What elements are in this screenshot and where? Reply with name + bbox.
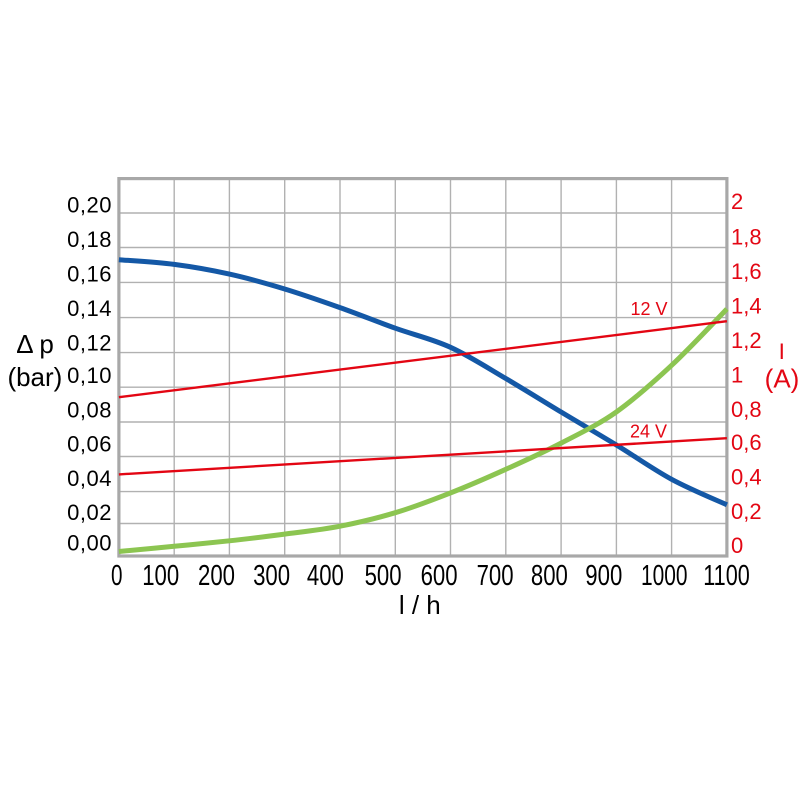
svg-text:0,16: 0,16 [67,262,112,287]
svg-text:1: 1 [731,362,743,387]
svg-text:0,04: 0,04 [67,466,112,491]
svg-text:0: 0 [111,560,123,592]
svg-text:0,12: 0,12 [67,331,112,356]
svg-text:Δ p: Δ p [16,329,54,359]
svg-text:900: 900 [585,560,622,592]
svg-text:0,02: 0,02 [67,500,112,525]
svg-text:0,18: 0,18 [67,227,112,252]
svg-text:800: 800 [531,560,568,592]
svg-text:0,8: 0,8 [731,397,762,422]
svg-text:1,4: 1,4 [731,293,762,318]
svg-text:0,20: 0,20 [67,193,112,218]
svg-text:500: 500 [365,560,402,592]
svg-text:2: 2 [731,189,743,214]
svg-text:(A): (A) [765,363,800,393]
svg-text:0,2: 0,2 [731,499,762,524]
svg-text:12 V: 12 V [630,299,667,319]
svg-text:0,00: 0,00 [67,531,112,556]
svg-text:0: 0 [731,533,743,558]
svg-text:I: I [779,339,785,364]
svg-text:100: 100 [142,560,179,592]
svg-text:l / h: l / h [399,590,441,620]
svg-text:1,6: 1,6 [731,259,762,284]
svg-text:0,6: 0,6 [731,430,762,455]
svg-text:300: 300 [253,560,290,592]
svg-text:1,8: 1,8 [731,224,762,249]
svg-text:1,2: 1,2 [731,328,762,353]
svg-text:600: 600 [421,560,458,592]
svg-text:0,10: 0,10 [67,363,112,388]
svg-text:0,08: 0,08 [67,397,112,422]
svg-text:0,06: 0,06 [67,432,112,457]
svg-text:0,4: 0,4 [731,464,762,489]
svg-text:(bar): (bar) [7,362,62,392]
svg-text:1000: 1000 [641,560,688,592]
svg-text:700: 700 [477,560,514,592]
svg-text:0,14: 0,14 [67,296,112,321]
svg-text:24 V: 24 V [630,422,667,442]
svg-text:200: 200 [198,560,235,592]
svg-text:1100: 1100 [703,560,750,592]
svg-text:400: 400 [307,560,344,592]
